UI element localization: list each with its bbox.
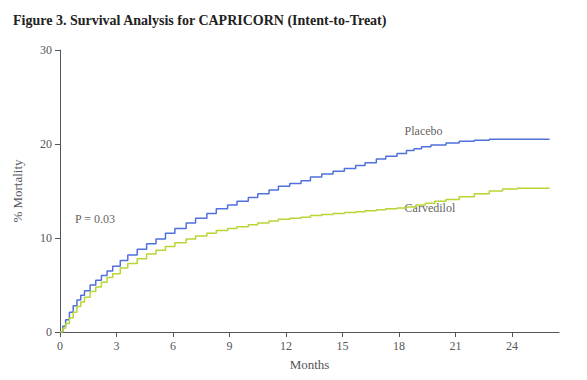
svg-text:10: 10 [40, 231, 52, 245]
svg-text:20: 20 [40, 137, 52, 151]
svg-text:18: 18 [393, 339, 405, 353]
svg-text:Figure 3. Survival Analysis fo: Figure 3. Survival Analysis for CAPRICOR… [13, 13, 387, 29]
svg-text:Months: Months [290, 357, 330, 372]
svg-text:0: 0 [46, 325, 52, 339]
svg-text:30: 30 [40, 43, 52, 57]
svg-text:P = 0.03: P = 0.03 [75, 212, 115, 226]
svg-text:21: 21 [449, 339, 461, 353]
svg-text:Placebo: Placebo [405, 124, 443, 138]
svg-text:3: 3 [113, 339, 119, 353]
svg-text:% Mortality: % Mortality [10, 159, 25, 223]
svg-text:12: 12 [280, 339, 292, 353]
svg-text:9: 9 [226, 339, 232, 353]
svg-text:24: 24 [506, 339, 518, 353]
svg-text:6: 6 [170, 339, 176, 353]
svg-text:Carvedilol: Carvedilol [404, 201, 456, 216]
svg-text:15: 15 [336, 339, 348, 353]
svg-text:0: 0 [57, 339, 63, 353]
